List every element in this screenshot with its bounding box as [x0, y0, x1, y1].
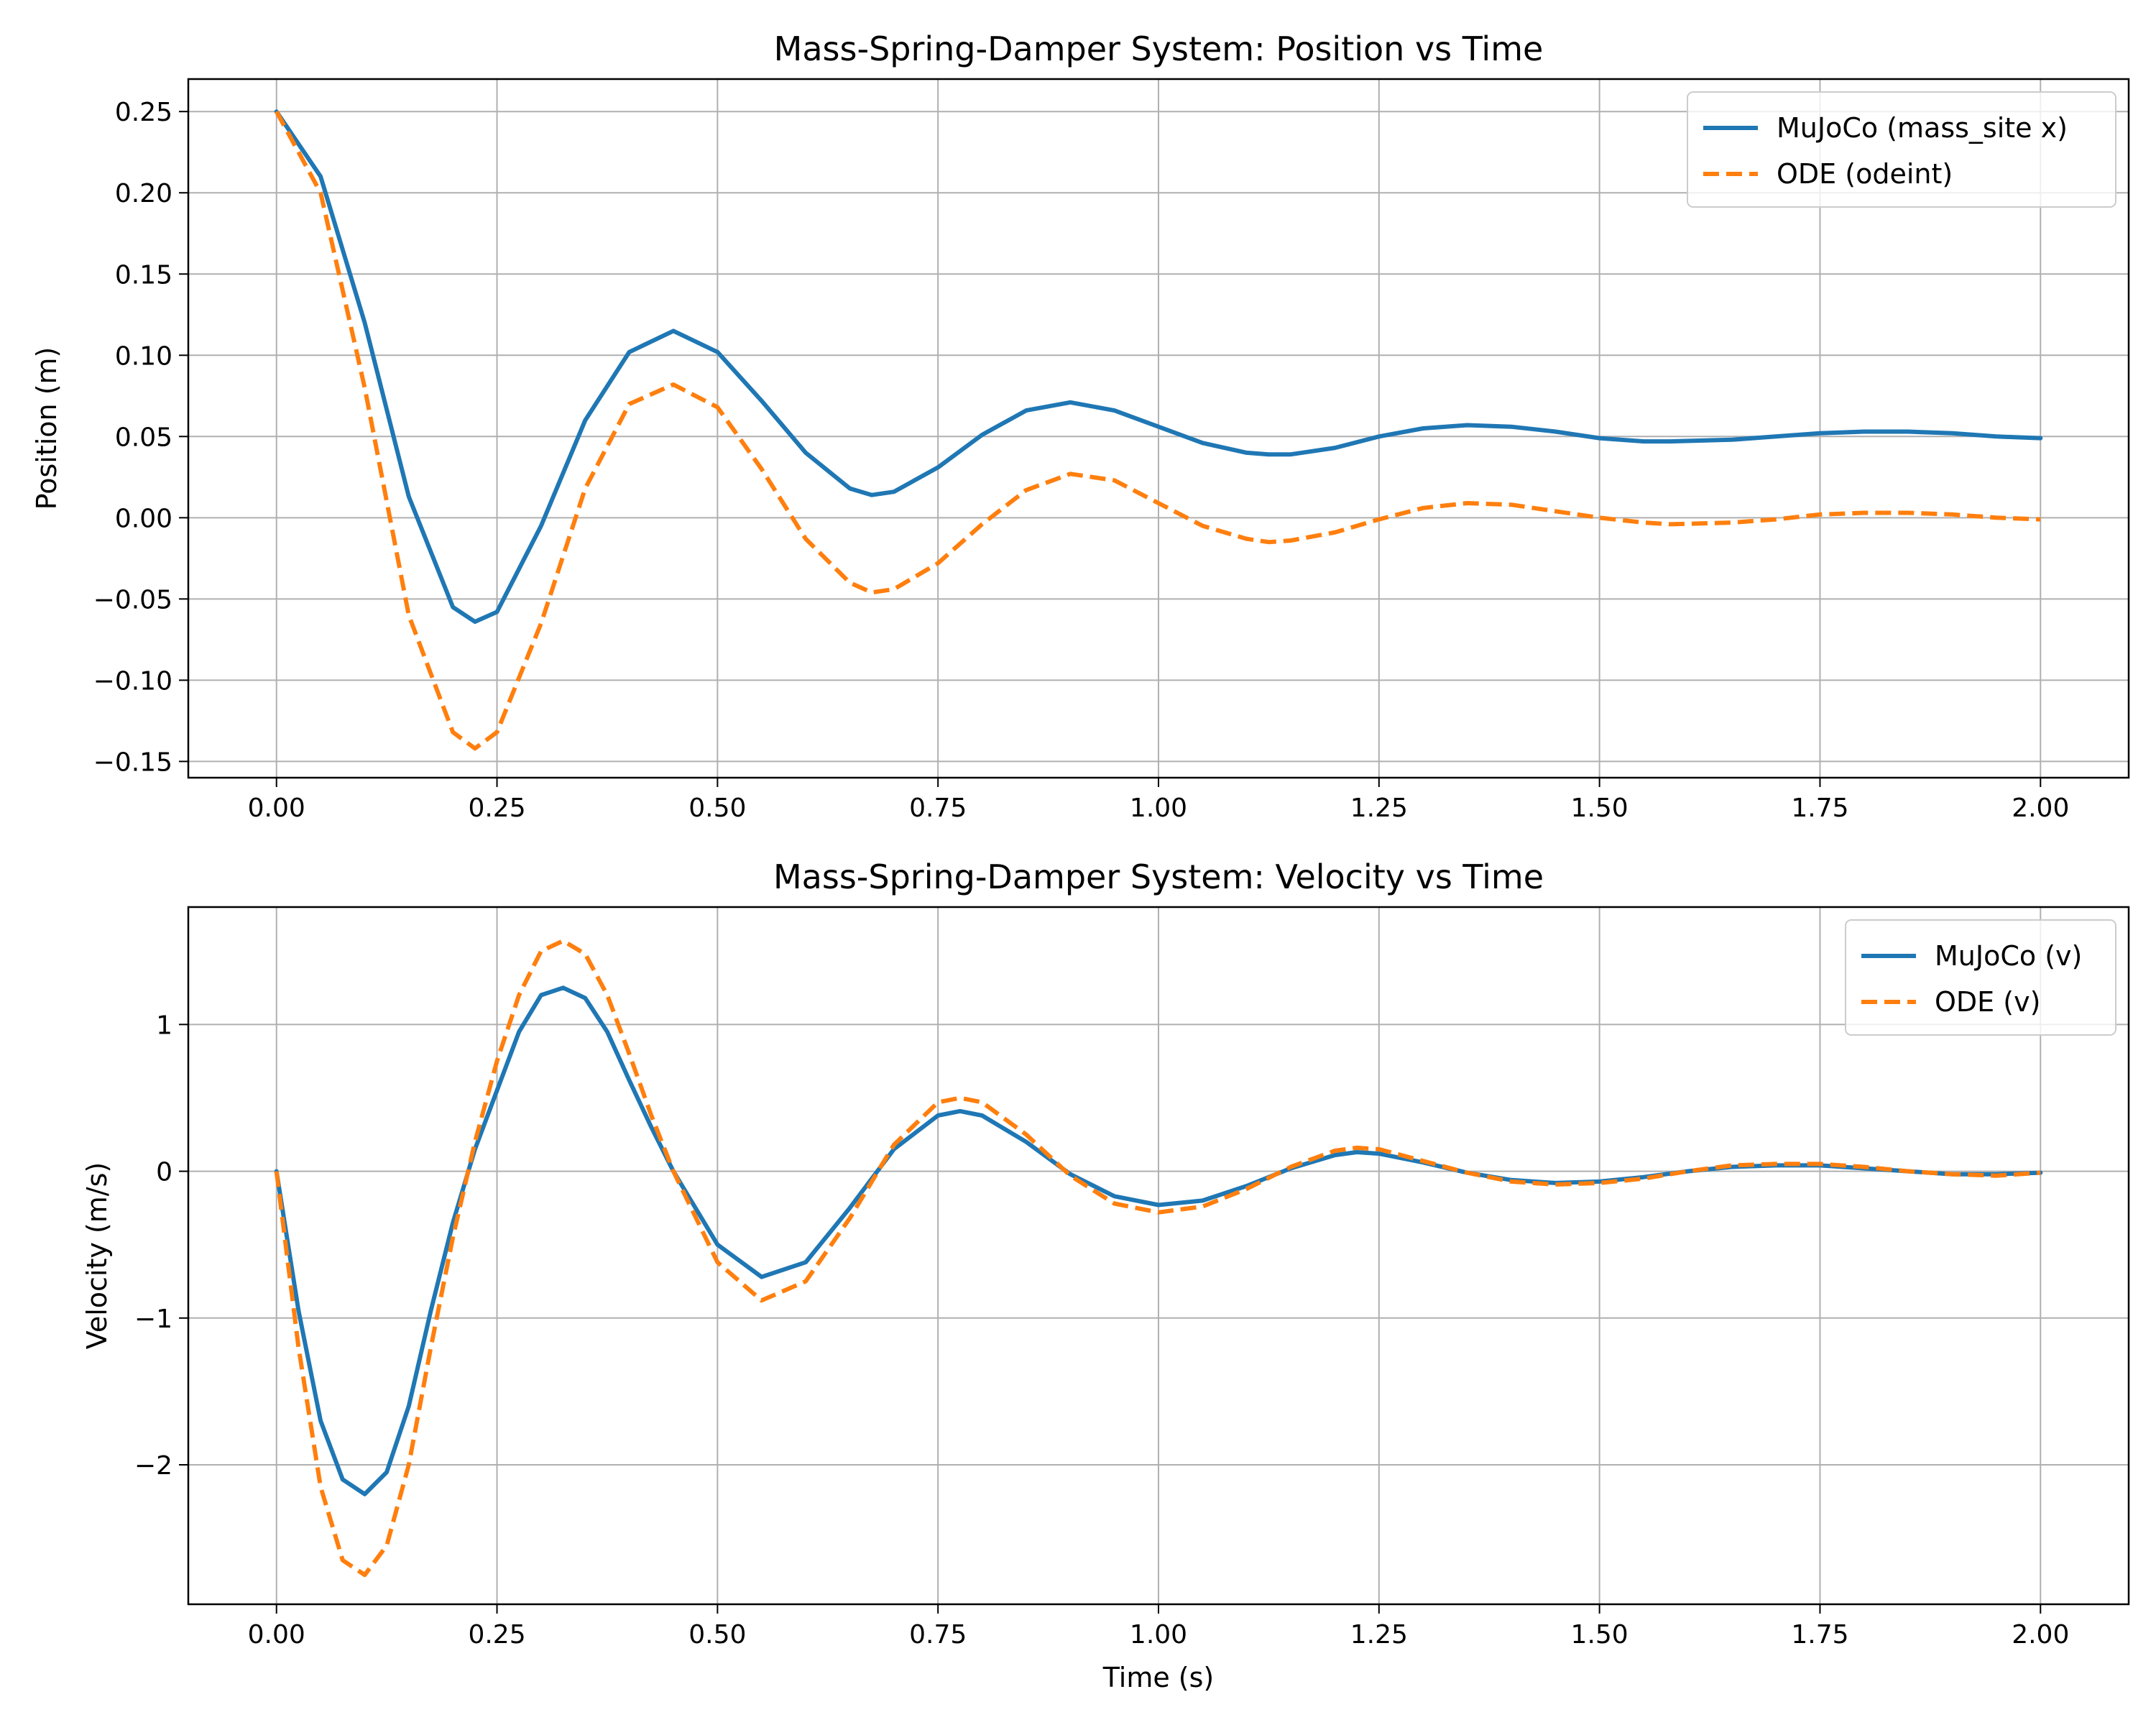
position-series: [274, 109, 2043, 751]
velocity-x-tick-label-0: 0.00: [248, 1620, 305, 1650]
velocity-series-line-ode-v: [274, 939, 2041, 1578]
position-x-ticks: 0.00 0.25 0.50 0.75 1.00 1.25 1.50 1.75 2.00: [248, 778, 2069, 823]
velocity-legend-box: [1845, 919, 2116, 1036]
velocity-series-line-mujoco-v: [274, 985, 2043, 1496]
position-y-tick-label-1: −0.10: [93, 666, 172, 696]
position-y-tick-label-7: 0.20: [115, 179, 172, 208]
velocity-x-axis-label: Time (s): [1102, 1662, 1215, 1693]
velocity-legend: MuJoCo (v) ODE (v): [1845, 919, 2116, 1036]
position-chart-title: Mass-Spring-Damper System: Position vs T…: [774, 29, 1544, 68]
velocity-grid: [188, 907, 2129, 1604]
velocity-y-ticks: −2 −1 0 1: [134, 1011, 188, 1481]
position-series-line-mujoco-mass-site-x: [274, 109, 2043, 624]
velocity-x-tick-label-5: 1.25: [1350, 1620, 1408, 1650]
position-y-tick-label-6: 0.15: [115, 260, 172, 290]
position-y-tick-label-4: 0.05: [115, 423, 172, 452]
position-y-axis-label: Position (m): [31, 347, 63, 510]
position-legend: MuJoCo (mass_site x) ODE (odeint): [1687, 91, 2116, 208]
velocity-series: [274, 939, 2043, 1578]
position-x-tick-label-7: 1.75: [1791, 794, 1848, 823]
velocity-subplot: 0.00 0.25 0.50 0.75 1.00 1.25 1.50 1.75 2.00 −2−…: [81, 857, 2130, 1693]
position-x-tick-label-6: 1.50: [1571, 794, 1628, 823]
position-y-tick-label-5: 0.10: [115, 341, 172, 371]
velocity-legend-label-mujoco: MuJoCo (v): [1935, 940, 2082, 972]
position-x-tick-label-2: 0.50: [688, 794, 746, 823]
position-y-tick-label-8: 0.25: [115, 98, 172, 127]
position-y-tick-label-3: 0.00: [115, 504, 172, 533]
position-legend-box: [1687, 91, 2116, 208]
velocity-y-tick-label-1: −1: [134, 1305, 172, 1334]
position-legend-label-ode: ODE (odeint): [1777, 158, 1953, 190]
position-x-tick-label-0: 0.00: [248, 794, 305, 823]
position-y-ticks: −0.15 −0.10 −0.05 0.00 0.05 0.10 0.15 0.20 0.25: [93, 98, 188, 777]
position-legend-label-mujoco: MuJoCo (mass_site x): [1777, 112, 2068, 144]
position-series-line-ode-odeint: [275, 110, 2041, 751]
velocity-x-ticks: 0.00 0.25 0.50 0.75 1.00 1.25 1.50 1.75 2.00: [248, 1604, 2069, 1650]
position-x-tick-label-5: 1.25: [1350, 794, 1408, 823]
velocity-x-tick-label-6: 1.50: [1571, 1620, 1628, 1650]
velocity-y-tick-label-0: −2: [134, 1451, 172, 1481]
position-x-tick-label-8: 2.00: [2012, 794, 2069, 823]
position-y-tick-label-2: −0.05: [93, 585, 172, 615]
velocity-x-tick-label-1: 0.25: [468, 1620, 525, 1650]
velocity-x-tick-label-8: 2.00: [2012, 1620, 2069, 1650]
velocity-x-tick-label-2: 0.50: [688, 1620, 746, 1650]
velocity-legend-label-ode: ODE (v): [1935, 986, 2040, 1018]
position-subplot: 0.00 0.25 0.50 0.75 1.00 1.25 1.50 1.75 2.00 −0.…: [31, 29, 2130, 823]
position-x-tick-label-1: 0.25: [468, 794, 525, 823]
velocity-x-tick-label-4: 1.00: [1130, 1620, 1187, 1650]
position-x-tick-label-4: 1.00: [1130, 794, 1187, 823]
velocity-y-tick-label-3: 1: [156, 1011, 172, 1040]
velocity-x-tick-label-3: 0.75: [909, 1620, 967, 1650]
velocity-x-tick-label-7: 1.75: [1791, 1620, 1848, 1650]
position-y-tick-label-0: −0.15: [93, 748, 172, 777]
velocity-y-axis-label: Velocity (m/s): [81, 1162, 113, 1349]
position-x-tick-label-3: 0.75: [909, 794, 967, 823]
velocity-chart-title: Mass-Spring-Damper System: Velocity vs T…: [773, 857, 1544, 896]
velocity-y-tick-label-2: 0: [156, 1158, 172, 1187]
